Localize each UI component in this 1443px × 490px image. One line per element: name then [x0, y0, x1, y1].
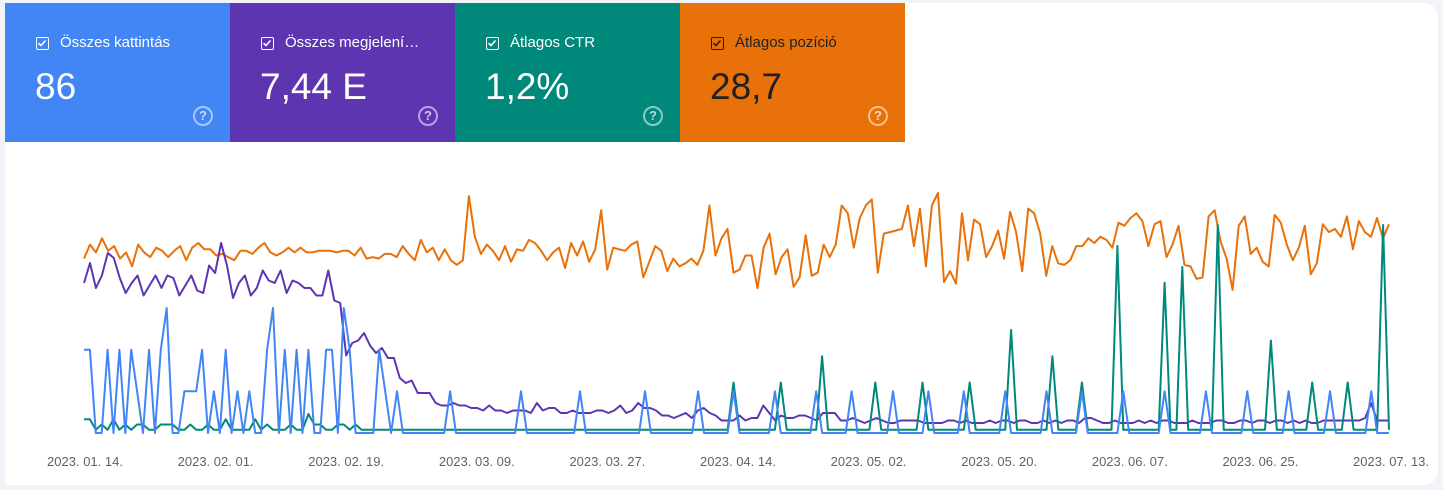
metric-value: 28,7 [710, 66, 783, 107]
metric-label: Átlagos pozíció [735, 34, 837, 51]
performance-line-chart[interactable]: 2023. 01. 14. 2023. 02. 01. 2023. 02. 19. 2… [5, 3, 1438, 485]
checkbox-icon[interactable] [711, 37, 724, 50]
metric-label: Átlagos CTR [510, 34, 596, 51]
x-tick-label: 2023. 05. 20. [961, 454, 1037, 469]
help-circle-icon[interactable]: ? [193, 106, 213, 126]
x-tick-label: 2023. 04. 14. [700, 454, 776, 469]
help-circle-icon[interactable]: ? [418, 106, 438, 126]
x-tick-label: 2023. 05. 02. [831, 454, 907, 469]
metric-value: 7,44 E [260, 66, 367, 107]
x-tick-label: 2023. 01. 14. [47, 454, 123, 469]
metric-value: 1,2% [485, 66, 570, 107]
x-tick-label: 2023. 02. 19. [308, 454, 384, 469]
help-circle-icon[interactable]: ? [868, 106, 888, 126]
series-line-0 [83, 192, 1390, 291]
series-line-2 [84, 224, 1390, 431]
x-tick-label: 2023. 06. 07. [1092, 454, 1168, 469]
metric-label: Összes megjelení… [285, 34, 420, 51]
x-tick-label: 2023. 03. 27. [569, 454, 645, 469]
x-tick-label: 2023. 07. 13. [1353, 454, 1429, 469]
checkbox-icon[interactable] [486, 37, 499, 50]
metric-cards: Összes kattintás 86 ? Összes megjelení… … [5, 3, 905, 142]
metric-card-clicks[interactable]: Összes kattintás 86 ? [5, 3, 230, 142]
checkbox-icon[interactable] [36, 37, 49, 50]
metric-card-impressions[interactable]: Összes megjelení… 7,44 E ? [230, 3, 455, 142]
metric-card-ctr[interactable]: Átlagos CTR 1,2% ? [455, 3, 680, 142]
metric-card-position[interactable]: Átlagos pozíció 28,7 ? [680, 3, 905, 142]
x-tick-label: 2023. 03. 09. [439, 454, 515, 469]
metric-label: Összes kattintás [60, 34, 171, 51]
performance-card: Összes kattintás 86 ? Összes megjelení… … [5, 3, 1438, 485]
help-circle-icon[interactable]: ? [643, 106, 663, 126]
x-tick-label: 2023. 02. 01. [178, 454, 254, 469]
checkbox-icon[interactable] [261, 37, 274, 50]
metric-value: 86 [35, 66, 77, 107]
x-tick-label: 2023. 06. 25. [1222, 454, 1298, 469]
series-line-3 [84, 307, 1389, 434]
